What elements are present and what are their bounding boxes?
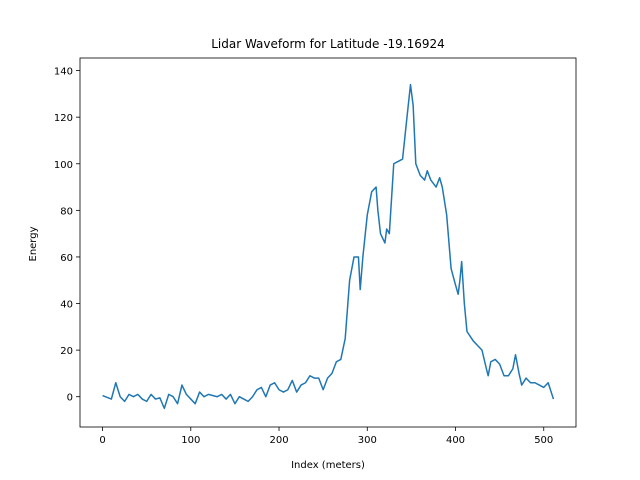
y-tick-label: 40 — [60, 300, 73, 311]
plot-frame — [79, 57, 577, 428]
y-tick-label: 80 — [60, 206, 73, 217]
y-tick-label: 120 — [54, 113, 73, 124]
x-tick-label: 200 — [269, 435, 288, 446]
x-tick-label: 300 — [358, 435, 377, 446]
x-axis-label: Index (meters) — [291, 460, 365, 471]
x-tick-label: 0 — [99, 435, 105, 446]
data-line — [102, 83, 555, 410]
y-tick-label: 140 — [54, 67, 73, 78]
y-tick-label: 20 — [60, 346, 73, 357]
y-tick-label: 0 — [67, 393, 73, 404]
x-tick-label: 500 — [534, 435, 553, 446]
x-tick-label: 100 — [181, 435, 200, 446]
chart-title: Lidar Waveform for Latitude -19.16924 — [211, 37, 445, 51]
y-axis-label: Energy — [28, 226, 39, 261]
x-tick-label: 400 — [446, 435, 465, 446]
y-tick-label: 100 — [54, 160, 73, 171]
y-tick-label: 60 — [60, 253, 73, 264]
